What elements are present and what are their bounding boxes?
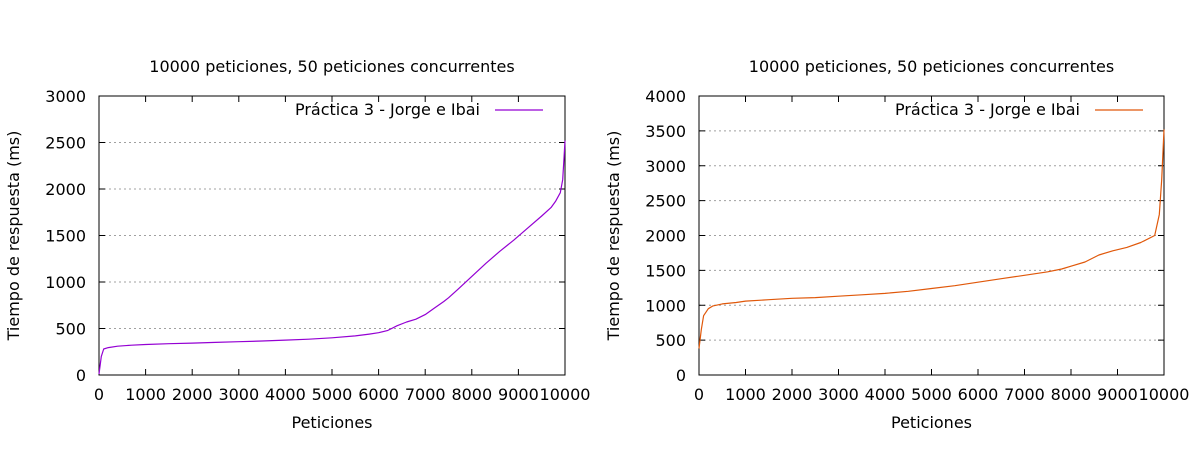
y-tick-label: 2500 [45,134,86,153]
x-tick-label: 1000 [125,385,166,404]
y-tick-label: 1500 [45,227,86,246]
y-tick-label: 2500 [645,192,686,211]
legend-label: Práctica 3 - Jorge e Ibai [895,100,1080,119]
x-tick-label: 8000 [1051,385,1092,404]
legend-label: Práctica 3 - Jorge e Ibai [295,100,480,119]
chart-title: 10000 peticiones, 50 peticiones concurre… [749,57,1114,76]
y-tick-label: 0 [676,366,686,385]
x-axis-label: Peticiones [292,413,373,432]
y-tick-label: 3000 [645,157,686,176]
x-tick-label: 2000 [772,385,813,404]
y-tick-label: 3500 [645,122,686,141]
x-tick-label: 10000 [540,385,591,404]
x-tick-label: 6000 [358,385,399,404]
x-tick-label: 6000 [958,385,999,404]
x-tick-label: 8000 [451,385,492,404]
x-tick-label: 7000 [1004,385,1045,404]
y-axis-label: Tiempo de respuesta (ms) [604,131,623,342]
chart-title: 10000 peticiones, 50 peticiones concurre… [149,57,514,76]
plot-frame [698,95,1165,376]
x-tick-label: 3000 [818,385,859,404]
x-tick-label: 0 [94,385,104,404]
y-tick-label: 500 [55,320,86,339]
y-tick-label: 2000 [45,180,86,199]
y-tick-label: 500 [655,331,686,350]
x-tick-label: 3000 [218,385,259,404]
series-line [98,140,566,375]
y-axis-label: Tiempo de respuesta (ms) [4,131,23,342]
x-tick-label: 2000 [172,385,213,404]
y-tick-label: 4000 [645,87,686,106]
chart-right: 10000 peticiones, 50 peticiones concurre… [604,57,1189,432]
y-tick-label: 1000 [645,296,686,315]
y-tick-label: 0 [76,366,86,385]
x-tick-label: 7000 [405,385,446,404]
x-axis-label: Peticiones [891,413,972,432]
x-tick-label: 9000 [1097,385,1138,404]
y-tick-label: 1000 [45,273,86,292]
x-tick-label: 10000 [1139,385,1190,404]
x-tick-label: 5000 [911,385,952,404]
y-tick-label: 2000 [645,227,686,246]
y-tick-label: 1500 [645,261,686,280]
x-tick-label: 1000 [725,385,766,404]
x-tick-label: 0 [694,385,704,404]
chart-left: 10000 peticiones, 50 peticiones concurre… [4,57,590,432]
series-line [698,129,1165,349]
plot-frame [98,95,566,376]
x-tick-label: 9000 [498,385,539,404]
x-tick-label: 4000 [865,385,906,404]
x-tick-label: 5000 [312,385,353,404]
x-tick-label: 4000 [265,385,306,404]
y-tick-label: 3000 [45,87,86,106]
